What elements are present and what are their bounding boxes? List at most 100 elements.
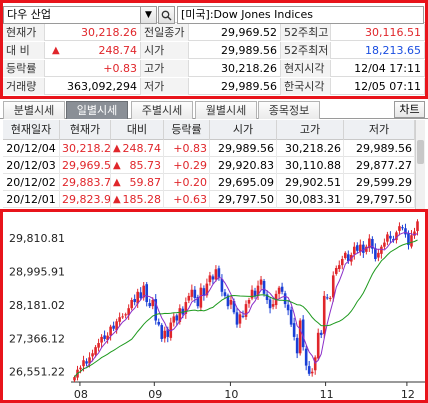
quote-label: 현재가 (3, 24, 45, 41)
table-cell-text: 29,797.50 (356, 193, 412, 206)
candle-body (103, 335, 106, 339)
candle-body (79, 367, 82, 370)
candle-body (371, 238, 374, 249)
candle-body (118, 317, 121, 322)
candle-body (398, 226, 401, 231)
candle-body (262, 280, 266, 294)
quote-value: 29,989.56 (189, 78, 281, 95)
tab-2[interactable]: 주별시세 (131, 101, 193, 119)
candle-body (334, 268, 338, 274)
quote-label: 시가 (141, 42, 189, 59)
candle-body (169, 322, 173, 338)
quote-value-text: 30,116.51 (365, 26, 421, 39)
table-cell-text: 20/12/02 (6, 176, 56, 189)
candle-body (241, 315, 245, 317)
column-header[interactable]: 현재일자 (3, 120, 60, 140)
candle-body (217, 268, 221, 278)
table-row[interactable]: 20/12/03 29,969.52▲ 85.73 +0.29 29,920.83 30,… (3, 157, 415, 174)
candle-body (175, 315, 179, 321)
candle-body (139, 292, 142, 298)
candle-body (211, 276, 215, 280)
column-header[interactable]: 대비 (111, 120, 164, 140)
search-icon[interactable] (158, 6, 175, 24)
table-cell-text: 20/12/03 (6, 159, 56, 172)
tab-4[interactable]: 종목정보 (258, 101, 320, 119)
quote-label: 한국시각 (281, 78, 331, 95)
candle-body (208, 275, 212, 283)
candle-body (214, 269, 218, 280)
quote-value-text: 18,213.65 (365, 44, 421, 57)
table-cell-text: +0.29 (173, 159, 207, 172)
scrollbar-thumb[interactable] (417, 140, 424, 164)
tab-3[interactable]: 월별시세 (195, 101, 257, 119)
column-header[interactable]: 저가 (344, 120, 415, 140)
chart-button[interactable]: 차트 (394, 101, 425, 118)
candle-body (127, 308, 130, 316)
candle-body (292, 323, 296, 337)
candle-body (187, 295, 191, 301)
price-chart[interactable]: 29,810.81 28,995.91 28,181.02 27,366.12 26,5… (3, 212, 425, 400)
tab-0[interactable]: 분별시세 (3, 101, 65, 119)
candle-body (160, 325, 164, 339)
tab-1[interactable]: 일별시세 (66, 101, 128, 119)
quote-label: 등락률 (3, 60, 45, 77)
table-cell-text: 30,110.88 (285, 159, 341, 172)
moving-average-short-line (74, 231, 418, 378)
quote-value-text: 12/05 07:11 (354, 80, 421, 93)
candle-body (73, 377, 76, 381)
candle-body (193, 289, 197, 298)
table-scrollbar[interactable] (415, 120, 425, 209)
candle-body (154, 299, 158, 321)
candle-body (295, 337, 299, 354)
table-row[interactable]: 20/12/0430,218.26▲248.74+0.8329,989.5630… (3, 140, 415, 157)
quote-value: +0.83 (45, 60, 141, 77)
column-header[interactable]: 시가 (210, 120, 277, 140)
table-cell: 29,823.92 (60, 191, 111, 208)
candle-body (265, 294, 269, 300)
candle-body (82, 360, 85, 367)
table-cell-text: 29,695.09 (218, 176, 274, 189)
table-header: 현재일자 현재가 대비 등락률 시가 고가 저가 (3, 120, 415, 140)
quote-value: 29,989.56 (189, 42, 281, 59)
candle-body (151, 300, 155, 307)
quote-label: 52주최고 (281, 24, 331, 41)
table-cell-text: 30,218.26 (285, 142, 341, 155)
candle-body (410, 235, 413, 247)
quote-value-text: 29,969.52 (221, 26, 277, 39)
candle-body (181, 308, 185, 315)
candle-body (166, 329, 170, 337)
stock-select[interactable]: 다우 산업 (3, 6, 141, 24)
table-cell-text: 29,920.83 (218, 159, 274, 172)
column-header[interactable]: 고가 (277, 120, 344, 140)
table-cell: 20/12/03 (3, 157, 60, 174)
candle-body (205, 283, 209, 296)
candle-body (280, 286, 284, 292)
quote-value: ▲ 248.74 (45, 42, 141, 59)
table-cell: 30,218.26 (277, 140, 344, 157)
quote-value: 12/05 07:11 (331, 78, 425, 95)
candle-body (368, 238, 371, 249)
table-row[interactable]: 20/12/02 29,883.79▲ 59.87 +0.20 29,695.09 29,… (3, 174, 415, 191)
column-header[interactable]: 등락률 (164, 120, 210, 140)
candle-body (229, 300, 233, 305)
table-cell: 20/12/02 (3, 174, 60, 191)
dropdown-arrow-icon[interactable]: ▼ (140, 6, 157, 24)
table-cell: 29,599.29 (344, 174, 415, 191)
candle-body (319, 332, 323, 335)
candle-body (106, 335, 109, 340)
table-cell: +0.20 (164, 174, 210, 191)
table-cell-text: 29,902.51 (285, 176, 341, 189)
up-arrow-icon: ▲ (113, 160, 121, 171)
moving-average-long-line (74, 239, 418, 378)
candle-body (196, 296, 200, 307)
column-header[interactable]: 현재가 (60, 120, 111, 140)
quote-value-text: 248.74 (98, 44, 138, 57)
table-cell: 30,218.26 (60, 140, 111, 157)
quote-row: 거래량 363,092,294 저가 29,989.56 한국시각 12/05 07:11 (3, 78, 425, 95)
quote-label: 52주최저 (281, 42, 331, 59)
quote-row: 대 비 ▲ 248.74 시가 29,989.56 52주최저 18,213.65 (3, 42, 425, 59)
candle-body (256, 285, 260, 296)
table-row[interactable]: 20/12/01 29,823.92▲185.28 +0.63 29,797.50 30… (3, 191, 415, 208)
quote-value-text: 30,218.26 (81, 26, 137, 39)
candle-body (301, 319, 305, 348)
